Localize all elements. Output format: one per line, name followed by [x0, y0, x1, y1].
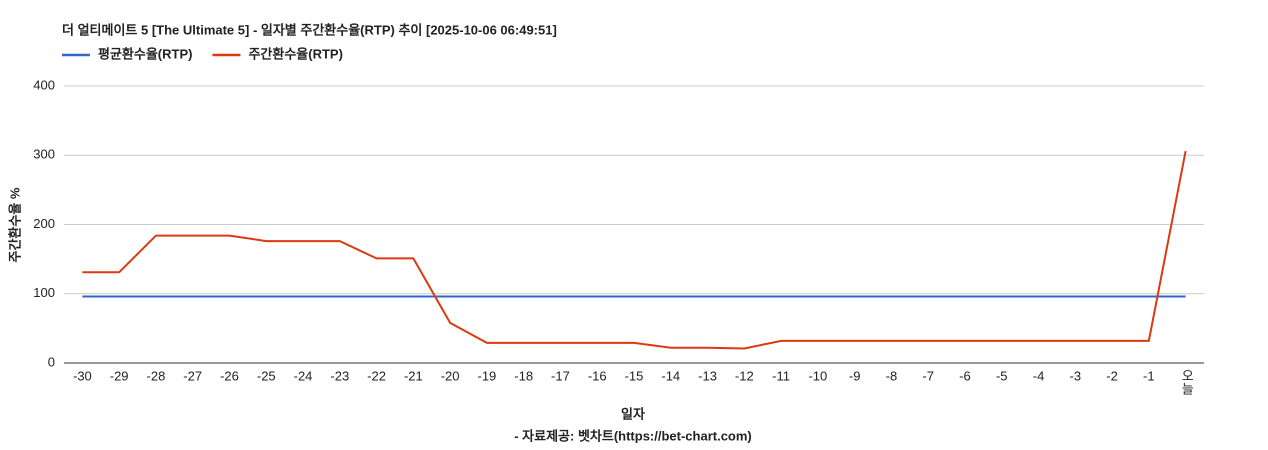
x-tick-label: -3 — [1070, 368, 1082, 383]
x-tick-label: -6 — [959, 368, 971, 383]
chart-title: 더 얼티메이트 5 [The Ultimate 5] - 일자별 주간환수율(R… — [62, 22, 557, 37]
x-tick-label: -10 — [808, 368, 827, 383]
y-tick-label: 0 — [48, 354, 55, 369]
x-tick-label: -5 — [996, 368, 1008, 383]
y-axis-label: 주간환수율 % — [7, 187, 22, 262]
x-tick-label: -20 — [441, 368, 460, 383]
x-tick-label: -11 — [772, 368, 790, 383]
x-tick-label: -2 — [1106, 368, 1118, 383]
x-tick-label: -25 — [257, 368, 276, 383]
x-tick-label: -7 — [922, 368, 934, 383]
x-tick-label: -12 — [735, 368, 754, 383]
x-tick-label: -8 — [886, 368, 898, 383]
x-tick-label: -29 — [110, 368, 129, 383]
x-tick-label: -9 — [849, 368, 861, 383]
x-tick-label: -1 — [1143, 368, 1155, 383]
source-note: - 자료제공: 벳차트(https://bet-chart.com) — [514, 428, 752, 443]
x-tick-label: -18 — [514, 368, 533, 383]
x-tick-label: -27 — [183, 368, 202, 383]
x-tick-label: -23 — [330, 368, 349, 383]
y-tick-label: 300 — [33, 147, 55, 162]
x-tick-label: -30 — [73, 368, 92, 383]
x-axis-label: 일자 — [621, 406, 645, 421]
x-tick-label: 오늘 — [1179, 369, 1194, 395]
y-tick-label: 100 — [33, 285, 55, 300]
y-tick-label: 200 — [33, 216, 55, 231]
legend-label: 평균환수율(RTP) — [98, 46, 192, 61]
x-tick-label: -13 — [698, 368, 717, 383]
y-tick-label: 400 — [33, 77, 55, 92]
x-tick-label: -4 — [1033, 368, 1045, 383]
series-line — [82, 150, 1187, 350]
x-tick-label: -24 — [294, 368, 313, 383]
x-tick-label: -22 — [367, 368, 386, 383]
legend-label: 주간환수율(RTP) — [248, 46, 342, 61]
x-tick-label: -19 — [478, 368, 497, 383]
x-tick-label: -15 — [625, 368, 644, 383]
x-tick-label: -16 — [588, 368, 607, 383]
x-tick-label: -14 — [661, 368, 680, 383]
x-tick-label: -26 — [220, 368, 239, 383]
x-tick-label: -21 — [404, 368, 423, 383]
x-tick-label: -28 — [147, 368, 166, 383]
x-tick-label: -17 — [551, 368, 570, 383]
